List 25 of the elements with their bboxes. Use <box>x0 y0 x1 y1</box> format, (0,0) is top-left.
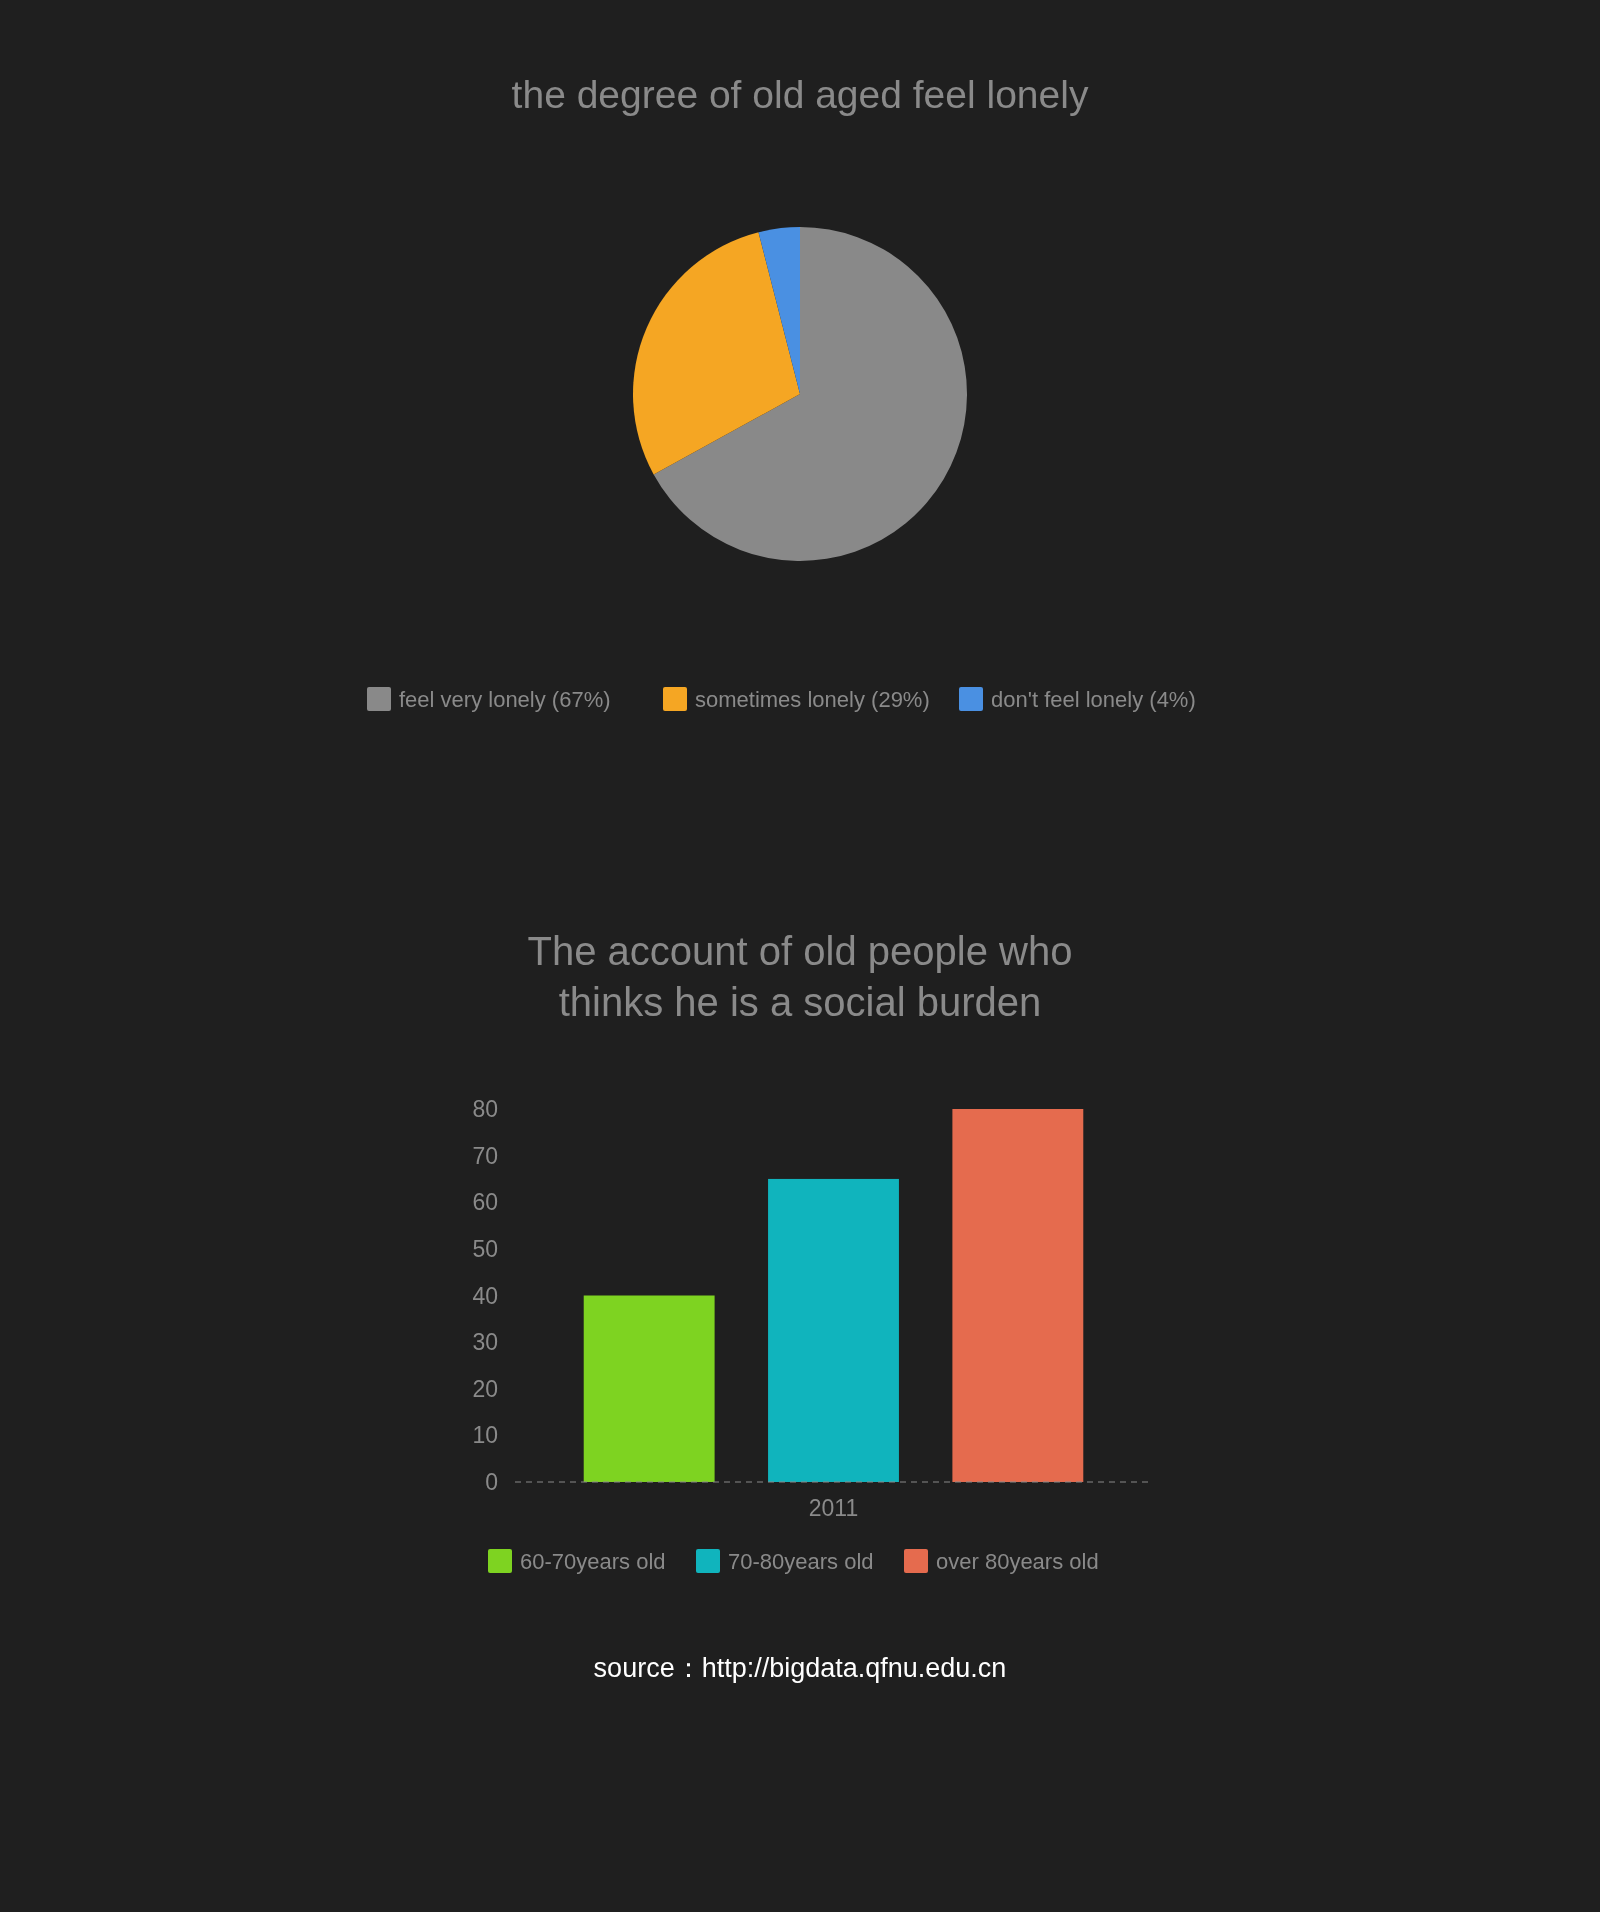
y-tick-label: 50 <box>472 1235 498 1262</box>
y-tick-label: 80 <box>472 1096 498 1122</box>
legend-label: don't feel lonely (4%) <box>991 686 1196 712</box>
legend-label: sometimes lonely (29%) <box>695 686 930 712</box>
pie-slice <box>758 227 800 394</box>
x-tick-label: 2011 <box>808 1495 859 1521</box>
y-tick-label: 40 <box>472 1282 498 1309</box>
chart-title: The account of old people who thinks he is a social burden <box>527 929 1073 1024</box>
legend-label: 60-70years old <box>520 1548 666 1574</box>
legend-label: feel very lonely (67%) <box>399 686 611 712</box>
pie-slice <box>653 227 967 561</box>
source-note: source：http://bigdata.qfnu.edu.cn <box>593 1653 1007 1683</box>
bar <box>583 1295 715 1482</box>
bar <box>952 1109 1084 1482</box>
y-tick-label: 60 <box>472 1189 498 1216</box>
pie-slice <box>633 232 800 475</box>
chart-title: the degree of old aged feel lonely <box>511 72 1089 116</box>
y-tick-label: 0 <box>485 1469 498 1495</box>
y-tick-label: 20 <box>472 1375 498 1402</box>
bar <box>768 1178 899 1482</box>
legend-label: 70-80years old <box>728 1548 874 1574</box>
y-tick-label: 10 <box>472 1422 498 1449</box>
y-tick-label: 30 <box>472 1329 498 1356</box>
y-tick-label: 70 <box>472 1142 498 1169</box>
legend-label: over 80years old <box>936 1548 1099 1574</box>
